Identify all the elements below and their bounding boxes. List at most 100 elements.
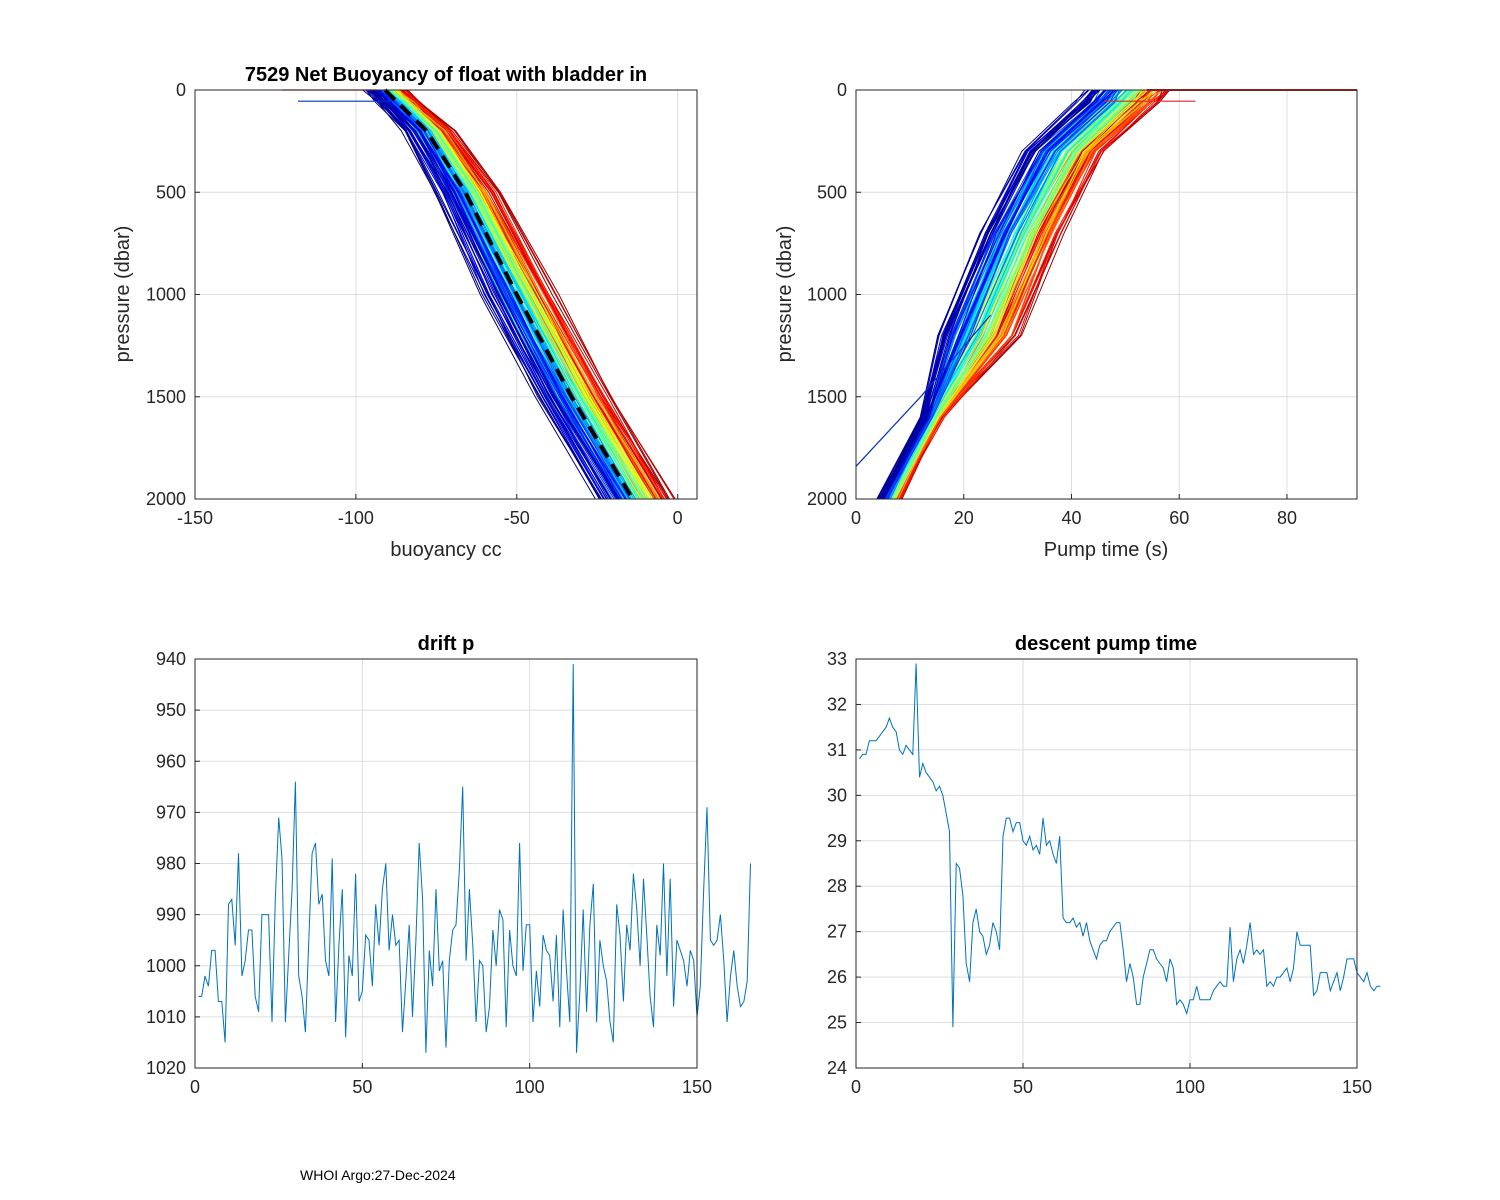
profile-line xyxy=(404,89,664,500)
profile-line xyxy=(891,89,1141,500)
series-line xyxy=(198,664,751,1053)
profile-line xyxy=(362,89,596,500)
y-tick-label: 30 xyxy=(827,785,847,805)
y-tick-label: 1000 xyxy=(146,956,186,976)
profile-line xyxy=(374,89,612,500)
x-tick-label: 60 xyxy=(1169,508,1189,528)
pump-ylabel: pressure (dbar) xyxy=(774,226,796,363)
y-tick-label: 0 xyxy=(176,80,186,100)
buoyancy-title: 7529 Net Buoyancy of float with bladder … xyxy=(245,64,647,86)
buoyancy-profiles xyxy=(281,88,676,501)
descent-title: descent pump time xyxy=(1015,633,1197,655)
drift-ticks: 0 50 100 150 940 950 960 970 980 990 1000 1010 1020 xyxy=(146,649,712,1097)
x-tick-label: 20 xyxy=(954,508,974,528)
y-tick-label: 1000 xyxy=(807,285,847,305)
y-tick-label: 940 xyxy=(156,649,186,669)
descent-panel: 0 50 100 150 24 25 26 27 28 29 30 31 32 33 descent pu… xyxy=(827,633,1381,1097)
y-tick-label: 1010 xyxy=(146,1007,186,1027)
profile-line xyxy=(877,89,1089,500)
profile-line xyxy=(879,89,1099,500)
profile-line xyxy=(382,89,627,500)
drift-panel: 0 50 100 150940950960970980990100010101020 … xyxy=(146,633,751,1097)
y-tick-label: 970 xyxy=(156,802,186,822)
profile-line xyxy=(883,89,1107,500)
profile-line xyxy=(886,89,1118,500)
x-tick-label: -150 xyxy=(177,508,213,528)
descent-grid xyxy=(855,658,1358,1069)
profile-line xyxy=(880,89,1095,500)
y-tick-label: 960 xyxy=(156,751,186,771)
profile-line xyxy=(898,89,1170,500)
profile-line xyxy=(390,89,646,500)
y-tick-label: 24 xyxy=(827,1058,847,1078)
profile-line xyxy=(398,89,660,500)
x-tick-label: 100 xyxy=(515,1077,545,1097)
drift-grid xyxy=(194,658,698,1069)
x-tick-label: 80 xyxy=(1277,508,1297,528)
x-tick-label: 150 xyxy=(682,1077,712,1097)
descent-series xyxy=(858,663,1381,1028)
profile-line xyxy=(381,89,631,500)
profile-line xyxy=(369,89,602,500)
x-tick-label: 0 xyxy=(190,1077,200,1097)
x-tick-label: 150 xyxy=(1342,1077,1372,1097)
y-tick-label: 980 xyxy=(156,854,186,874)
profile-line xyxy=(365,89,600,500)
y-tick-label: 500 xyxy=(156,182,186,202)
mean-profile-line xyxy=(383,88,635,501)
profile-line xyxy=(889,89,1133,500)
pump-profiles xyxy=(855,89,1357,500)
outlier-line xyxy=(855,314,992,467)
y-tick-label: 32 xyxy=(827,694,847,714)
buoyancy-ticks: -150 -100 -50 0 0 500 1000 1500 2000 xyxy=(146,80,683,528)
y-tick-label: 29 xyxy=(827,831,847,851)
x-tick-label: 50 xyxy=(352,1077,372,1097)
profile-line xyxy=(878,89,1100,500)
profile-line xyxy=(378,89,627,500)
profile-line xyxy=(386,89,641,500)
x-tick-label: 0 xyxy=(851,1077,861,1097)
profile-line xyxy=(398,89,665,500)
y-tick-label: 1000 xyxy=(146,285,186,305)
descent-axes-box xyxy=(855,658,1358,1069)
y-tick-label: 26 xyxy=(827,967,847,987)
profile-line xyxy=(372,89,619,500)
y-tick-label: 33 xyxy=(827,649,847,669)
profile-line xyxy=(371,89,608,500)
profile-line xyxy=(897,89,1169,500)
y-tick-label: 31 xyxy=(827,740,847,760)
profile-line xyxy=(889,89,1132,500)
y-tick-label: 990 xyxy=(156,905,186,925)
x-tick-label: 0 xyxy=(673,508,683,528)
y-tick-label: 28 xyxy=(827,876,847,896)
drift-title: drift p xyxy=(418,633,475,655)
x-tick-label: 0 xyxy=(851,508,861,528)
profile-line xyxy=(882,89,1106,500)
buoyancy-panel: -150 -100 -50 0 0 500 1000 1500 2000 7529 Net Bu… xyxy=(112,64,698,561)
profile-line xyxy=(877,89,1095,500)
x-tick-label: -100 xyxy=(338,508,374,528)
y-tick-label: 1500 xyxy=(807,387,847,407)
x-tick-label: -50 xyxy=(504,508,530,528)
profile-line xyxy=(883,89,1115,500)
buoyancy-xlabel: buoyancy cc xyxy=(390,539,501,561)
y-tick-label: 1500 xyxy=(146,387,186,407)
y-tick-label: 2000 xyxy=(807,489,847,509)
x-tick-label: 50 xyxy=(1013,1077,1033,1097)
y-tick-label: 25 xyxy=(827,1013,847,1033)
y-tick-label: 1020 xyxy=(146,1058,186,1078)
pump-ticks: 0 20 40 60 80 0 500 1000 1500 2000 xyxy=(807,80,1297,528)
x-tick-label: 40 xyxy=(1061,508,1081,528)
y-tick-label: 500 xyxy=(817,182,847,202)
y-tick-label: 27 xyxy=(827,922,847,942)
buoyancy-ylabel: pressure (dbar) xyxy=(112,226,134,363)
profile-line xyxy=(893,89,1156,500)
y-tick-label: 950 xyxy=(156,700,186,720)
y-tick-label: 0 xyxy=(837,80,847,100)
drift-series xyxy=(198,664,751,1053)
x-tick-label: 100 xyxy=(1175,1077,1205,1097)
y-tick-label: 2000 xyxy=(146,489,186,509)
profile-line xyxy=(371,89,602,500)
